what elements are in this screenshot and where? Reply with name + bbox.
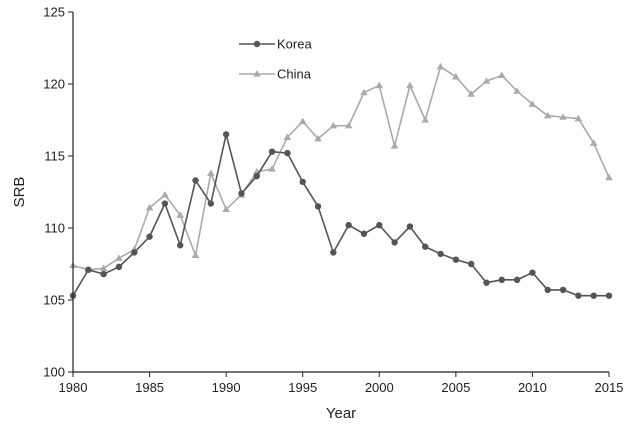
china-point	[222, 205, 230, 212]
korea-line	[72, 133, 609, 297]
korea-point	[376, 221, 383, 229]
china-point	[283, 133, 292, 140]
korea-point	[544, 286, 551, 294]
korea-point	[467, 260, 475, 268]
korea-point	[422, 243, 429, 250]
china-point	[498, 71, 506, 79]
y-tick-label: 110	[44, 221, 65, 236]
legend-label-china: China	[277, 67, 312, 82]
korea-point	[146, 233, 153, 240]
korea-point	[299, 178, 306, 186]
china-point	[436, 62, 445, 70]
china-point	[298, 117, 307, 125]
legend-label-korea: Korea	[277, 37, 312, 52]
korea-point	[161, 200, 169, 207]
x-tick-label: 1980	[59, 380, 88, 395]
korea-point	[253, 172, 260, 180]
y-tick-label: 105	[43, 293, 65, 308]
china-point	[406, 81, 414, 89]
korea-point	[85, 266, 92, 273]
china-point	[161, 191, 169, 198]
korea-point	[177, 242, 184, 249]
china-point	[314, 134, 322, 142]
korea-point	[330, 249, 337, 256]
korea-point	[575, 292, 582, 299]
y-ticks: 100 105 110 115 120 125	[43, 5, 73, 380]
china-point	[605, 173, 613, 181]
china-point	[329, 121, 338, 129]
china-point	[375, 81, 384, 89]
legend-item-china: China	[239, 67, 312, 82]
korea-point	[314, 203, 322, 210]
korea-point	[284, 149, 291, 157]
china-point	[99, 264, 108, 271]
korea-point	[100, 270, 107, 278]
x-tick-label: 1995	[288, 380, 317, 395]
series-korea	[69, 131, 613, 299]
x-tick-label: 1990	[212, 380, 241, 395]
korea-point	[590, 292, 597, 299]
korea-point	[498, 276, 505, 284]
legend: Korea China	[239, 37, 312, 82]
china-point	[543, 111, 552, 119]
china-point	[589, 139, 598, 146]
korea-point	[115, 263, 123, 271]
x-tick-label: 2000	[365, 380, 394, 395]
y-tick-label: 125	[43, 5, 65, 20]
china-point	[176, 211, 184, 218]
y-tick-label: 115	[44, 149, 65, 164]
china-point	[421, 116, 430, 123]
korea-point	[513, 276, 521, 284]
china-point	[145, 204, 154, 211]
china-point	[528, 100, 537, 107]
korea-point	[559, 286, 567, 294]
china-point	[207, 169, 215, 176]
china-point	[390, 142, 399, 149]
china-point	[482, 77, 491, 84]
korea-point	[131, 249, 138, 256]
x-ticks: 1980 1985 1990 1995 2000 2005 2010 2015	[59, 372, 624, 395]
korea-point	[452, 256, 460, 263]
korea-point	[483, 279, 490, 286]
china-point	[559, 113, 567, 120]
china-point	[574, 114, 583, 122]
korea-point	[345, 221, 352, 229]
y-axis-title: SRB	[11, 177, 28, 208]
china-point	[268, 165, 276, 172]
korea-point	[192, 177, 199, 184]
korea-point	[268, 148, 276, 155]
china-point	[191, 251, 200, 259]
china-point	[344, 121, 353, 129]
korea-point	[437, 250, 444, 258]
korea-point	[529, 269, 536, 276]
china-point	[360, 88, 368, 96]
china-point	[115, 254, 123, 261]
korea-point	[238, 190, 245, 197]
legend-marker-korea	[253, 40, 261, 48]
x-axis-title: Year	[326, 405, 356, 422]
korea-point	[222, 131, 230, 138]
china-point	[467, 90, 475, 97]
legend-marker-china	[253, 70, 261, 77]
korea-point	[207, 200, 215, 207]
y-tick-label: 120	[43, 77, 65, 92]
korea-point	[406, 223, 414, 230]
china-point	[513, 87, 521, 94]
y-tick-label: 100	[43, 365, 65, 380]
korea-point	[605, 292, 613, 299]
x-tick-label: 2010	[518, 380, 547, 395]
korea-point	[360, 230, 368, 237]
x-tick-label: 2015	[595, 380, 624, 395]
series-china	[69, 62, 613, 273]
x-tick-label: 1985	[135, 380, 164, 395]
korea-point	[391, 239, 398, 246]
china-point	[452, 73, 460, 80]
x-tick-label: 2005	[441, 380, 470, 395]
legend-item-korea: Korea	[239, 37, 312, 52]
plot-area	[69, 62, 613, 299]
